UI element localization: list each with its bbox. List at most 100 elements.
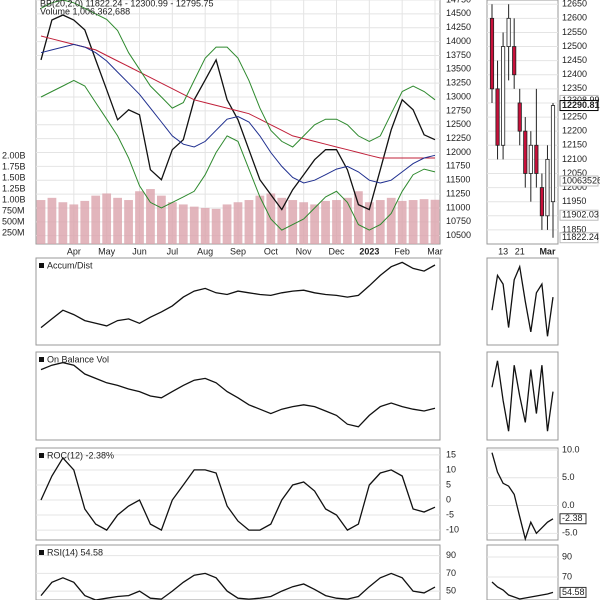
x-tick-label: 21 bbox=[515, 246, 525, 256]
volume-bar bbox=[419, 199, 429, 244]
volume-bar bbox=[397, 200, 407, 244]
y-tick-label: -5.0 bbox=[562, 528, 578, 538]
series-line bbox=[491, 581, 554, 600]
candle-body bbox=[489, 17, 495, 90]
volume-bar bbox=[277, 197, 287, 244]
indicator-zoom-panel bbox=[486, 257, 559, 346]
candle-body bbox=[534, 144, 539, 174]
indicator-title: On Balance Vol bbox=[47, 354, 109, 364]
indicator-swatch bbox=[39, 453, 44, 458]
y-tick-label: 50 bbox=[446, 586, 456, 596]
y-tick-label: 14000 bbox=[446, 36, 471, 46]
series-line bbox=[40, 572, 436, 600]
x-tick-label: Jul bbox=[167, 246, 179, 256]
y-tick-label: 12100 bbox=[562, 154, 587, 164]
volume-bar bbox=[146, 189, 155, 244]
volume-bar bbox=[135, 191, 144, 244]
y-tick-label: 1.50B bbox=[2, 172, 26, 182]
indicator-panel bbox=[35, 447, 441, 541]
y-tick-label: 250M bbox=[2, 227, 25, 237]
volume-bar bbox=[36, 200, 46, 244]
volume-bar bbox=[211, 208, 221, 244]
volume-bar bbox=[332, 200, 341, 244]
y-tick-label: 5 bbox=[446, 479, 451, 489]
y-tick-label: 90 bbox=[562, 551, 572, 561]
candle-body bbox=[512, 46, 517, 76]
volume-bar bbox=[321, 200, 330, 244]
last-value-label: -2.38 bbox=[562, 513, 583, 523]
volume-bar bbox=[354, 191, 363, 244]
series-line bbox=[491, 452, 554, 542]
y-tick-label: 2.00B bbox=[2, 150, 26, 160]
series-line bbox=[491, 360, 554, 432]
x-tick-label: Mar bbox=[427, 246, 443, 256]
x-tick-label: Apr bbox=[67, 246, 81, 256]
y-tick-label: 11500 bbox=[446, 175, 470, 185]
y-tick-label: 11950 bbox=[562, 196, 586, 206]
candle-body bbox=[517, 102, 522, 132]
volume-bar bbox=[157, 195, 166, 244]
volume-bar bbox=[244, 200, 254, 244]
y-tick-label: 750M bbox=[2, 205, 25, 215]
indicator-zoom-panel bbox=[486, 544, 559, 600]
annotation-box bbox=[559, 175, 599, 187]
volume-bar bbox=[91, 195, 101, 244]
y-tick-label: 12650 bbox=[562, 0, 587, 9]
x-tick-label: Dec bbox=[328, 246, 345, 256]
annotation: 10063526 bbox=[562, 175, 600, 185]
x-tick-label: Jun bbox=[132, 246, 147, 256]
indicator-title: ROC(12) -2.38% bbox=[47, 450, 114, 460]
price-label: 11822.24 bbox=[562, 232, 599, 242]
indicator-title: Accum/Dist bbox=[47, 260, 93, 270]
volume-bar bbox=[255, 195, 265, 244]
indicator-zoom-panel bbox=[486, 351, 559, 441]
x-tick-label: Aug bbox=[197, 246, 213, 256]
series-line bbox=[491, 264, 554, 337]
volume-bar bbox=[222, 204, 232, 244]
volume-bar bbox=[310, 204, 319, 244]
last-value-box bbox=[559, 513, 587, 525]
candle-body bbox=[545, 158, 550, 217]
legend-text: BB(20,2.0) 11822.24 - 12300.99 - 12795.7… bbox=[40, 0, 213, 8]
y-tick-label: 12550 bbox=[562, 27, 587, 37]
last-value-box bbox=[559, 586, 587, 598]
candle-body bbox=[495, 88, 500, 146]
indicator-title: RSI(14) 54.58 bbox=[47, 547, 103, 557]
x-tick-label: Feb bbox=[394, 246, 410, 256]
volume-bar bbox=[80, 200, 90, 244]
y-tick-label: 70 bbox=[562, 571, 572, 581]
y-tick-label: 12600 bbox=[562, 13, 587, 23]
indicator-swatch bbox=[39, 263, 44, 268]
series-line bbox=[40, 43, 436, 184]
y-tick-label: 14750 bbox=[446, 0, 471, 4]
y-tick-label: 14250 bbox=[446, 22, 471, 32]
y-tick-label: 5.0 bbox=[562, 472, 575, 482]
series-line bbox=[40, 0, 436, 148]
y-tick-label: 12000 bbox=[446, 147, 471, 157]
volume-bar bbox=[47, 197, 57, 244]
last-value-label: 54.58 bbox=[562, 587, 585, 597]
legend-text: Volume 1,006,362,688 bbox=[40, 6, 130, 16]
volume-bar bbox=[69, 204, 79, 244]
y-tick-label: 12200 bbox=[562, 126, 587, 136]
y-tick-label: 12500 bbox=[562, 41, 587, 51]
volume-bar bbox=[233, 202, 243, 244]
indicator-swatch bbox=[39, 550, 44, 555]
x-tick-label: Mar bbox=[539, 246, 556, 256]
volume-bar bbox=[58, 202, 68, 244]
y-tick-label: 500M bbox=[2, 216, 25, 226]
indicator-panel bbox=[35, 544, 441, 600]
y-tick-label: 1.75B bbox=[2, 161, 26, 171]
y-tick-label: 1.00B bbox=[2, 194, 26, 204]
y-tick-label: 11250 bbox=[446, 188, 470, 198]
y-tick-label: 12000 bbox=[562, 182, 587, 192]
y-tick-label: 10 bbox=[446, 464, 456, 474]
volume-bar bbox=[200, 207, 210, 244]
series-line bbox=[40, 35, 435, 159]
volume-bar bbox=[364, 202, 374, 244]
y-tick-label: 12750 bbox=[446, 105, 471, 115]
y-tick-label: 13750 bbox=[446, 50, 471, 60]
volume-bar bbox=[189, 206, 199, 244]
y-tick-label: 14500 bbox=[446, 8, 471, 18]
indicator-zoom-panel bbox=[486, 447, 559, 541]
